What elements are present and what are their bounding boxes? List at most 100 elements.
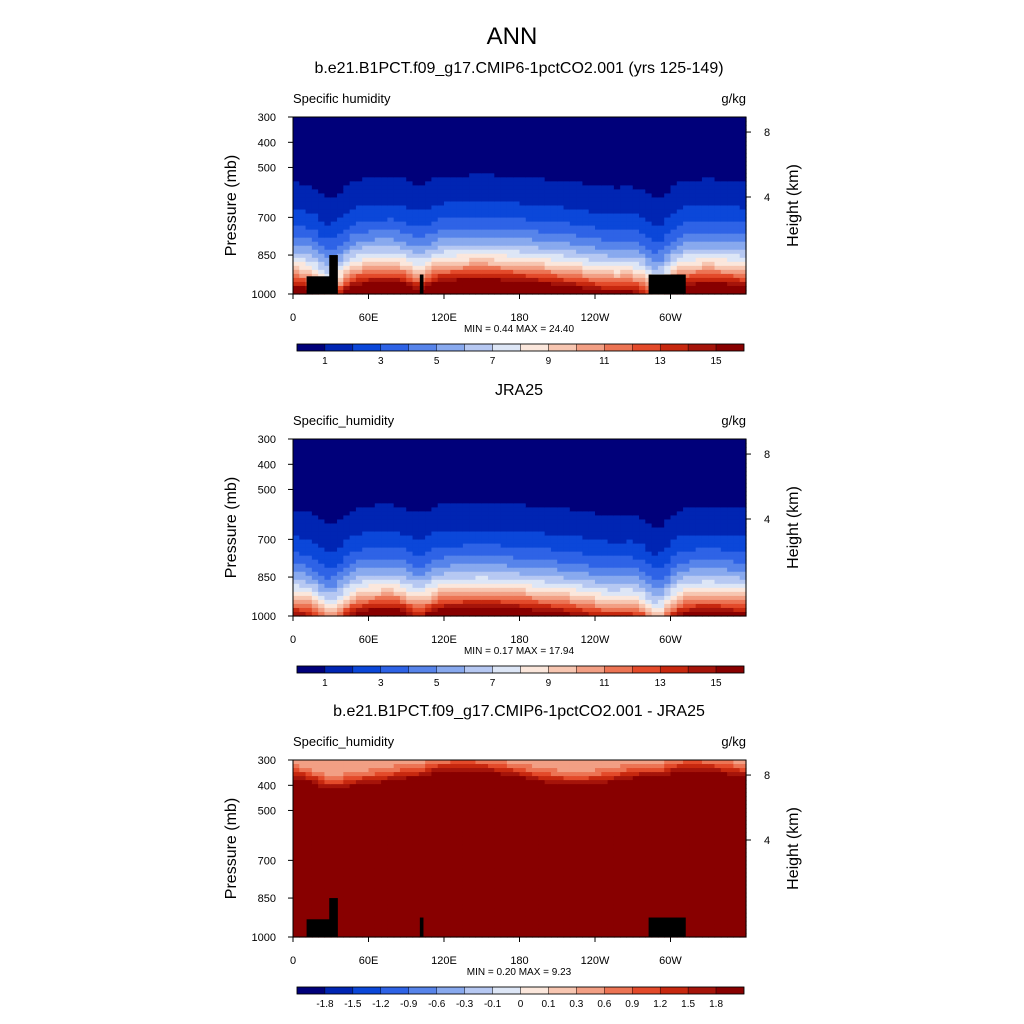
heatmap-cell [525, 559, 533, 565]
heatmap-cell [695, 145, 703, 150]
heatmap-cell [708, 205, 716, 211]
heatmap-cell [695, 177, 703, 182]
heatmap-cell [330, 567, 338, 573]
heatmap-cell [431, 265, 439, 271]
heatmap-cell [343, 515, 351, 521]
heatmap-cell [324, 603, 332, 609]
heatmap-cell [563, 273, 571, 279]
heatmap-cell [305, 213, 313, 219]
heatmap-cell [513, 269, 521, 275]
heatmap-cell [349, 599, 357, 605]
heatmap-cell [374, 551, 382, 557]
heatmap-cell [362, 201, 370, 207]
heatmap-cell [733, 217, 741, 223]
heatmap-cell [544, 245, 552, 251]
heatmap-cell [337, 261, 344, 267]
heatmap-cell [311, 599, 319, 605]
heatmap-cell [475, 507, 483, 513]
heatmap-cell [607, 209, 615, 215]
heatmap-cell [500, 591, 508, 597]
heatmap-cell [613, 121, 621, 126]
heatmap-cell [362, 217, 370, 223]
heatmap-cell [456, 133, 464, 138]
heatmap-cell [362, 575, 370, 581]
heatmap-cell [450, 543, 458, 549]
heatmap-cell [381, 221, 388, 227]
heatmap-cell [368, 543, 376, 549]
heatmap-cell [557, 241, 565, 247]
heatmap-cell [513, 277, 521, 283]
heatmap-cell [733, 257, 741, 263]
heatmap-cell [481, 587, 489, 593]
heatmap-cell [324, 181, 332, 186]
heatmap-cell [620, 213, 628, 219]
heatmap-cell [425, 571, 433, 577]
heatmap-cell [481, 451, 489, 456]
heatmap-cell [293, 507, 300, 513]
heatmap-cell [582, 237, 590, 243]
heatmap-cell [299, 281, 307, 287]
heatmap-cell [324, 531, 332, 537]
heatmap-cell [393, 523, 401, 529]
heatmap-cell [733, 181, 741, 186]
heatmap-cell [569, 177, 577, 182]
heatmap-cell [450, 157, 458, 162]
heatmap-cell [632, 185, 640, 191]
heatmap-cell [506, 213, 514, 219]
heatmap-cell [651, 245, 659, 251]
heatmap-cell [645, 141, 653, 146]
heatmap-cell [563, 193, 571, 199]
heatmap-cell [324, 607, 332, 613]
heatmap-cell [418, 141, 426, 146]
heatmap-cell [374, 483, 382, 488]
heatmap-cell [481, 607, 489, 613]
heatmap-cell [494, 503, 502, 508]
heatmap-cell [330, 499, 338, 504]
heatmap-cell [525, 511, 533, 517]
heatmap-cell [550, 129, 558, 134]
heatmap-cell [349, 261, 357, 267]
heatmap-cell [714, 141, 722, 146]
heatmap-cell [330, 515, 338, 521]
heatmap-cell [532, 583, 539, 589]
heatmap-cell [538, 507, 546, 513]
heatmap-cell [343, 579, 351, 585]
heatmap-cell [393, 173, 401, 178]
heatmap-cell [708, 245, 716, 251]
heatmap-cell [506, 269, 514, 275]
heatmap-cell [337, 479, 344, 484]
heatmap-cell [406, 257, 414, 263]
heatmap-cell [293, 189, 300, 195]
heatmap-cell [639, 145, 646, 150]
heatmap-cell [538, 257, 546, 263]
heatmap-cell [727, 289, 735, 295]
heatmap-cell [393, 169, 401, 174]
heatmap-cell [305, 511, 313, 517]
heatmap-cell [657, 205, 665, 211]
heatmap-cell [444, 153, 451, 158]
heatmap-cell [418, 563, 426, 569]
heatmap-cell [488, 265, 495, 271]
heatmap-cell [601, 189, 609, 195]
heatmap-cell [670, 121, 678, 126]
heatmap-cell [639, 181, 646, 186]
heatmap-cell [425, 161, 433, 166]
heatmap-cell [664, 245, 672, 251]
heatmap-cell [595, 257, 602, 263]
heatmap-cell [431, 471, 439, 476]
heatmap-cell [494, 587, 502, 593]
heatmap-cell [406, 137, 414, 142]
heatmap-cell [387, 559, 395, 565]
heatmap-cell [381, 265, 388, 271]
heatmap-cell [620, 169, 628, 174]
colorbar-label: 5 [434, 356, 440, 367]
heatmap-cell [437, 201, 445, 207]
heatmap-cell [381, 483, 388, 488]
heatmap-cell [324, 269, 332, 275]
heatmap-cell [425, 177, 433, 182]
heatmap-cell [456, 507, 464, 513]
heatmap-cell [444, 595, 451, 601]
heatmap-cell [437, 157, 445, 162]
heatmap-cell [651, 205, 659, 211]
heatmap-cell [525, 523, 533, 529]
